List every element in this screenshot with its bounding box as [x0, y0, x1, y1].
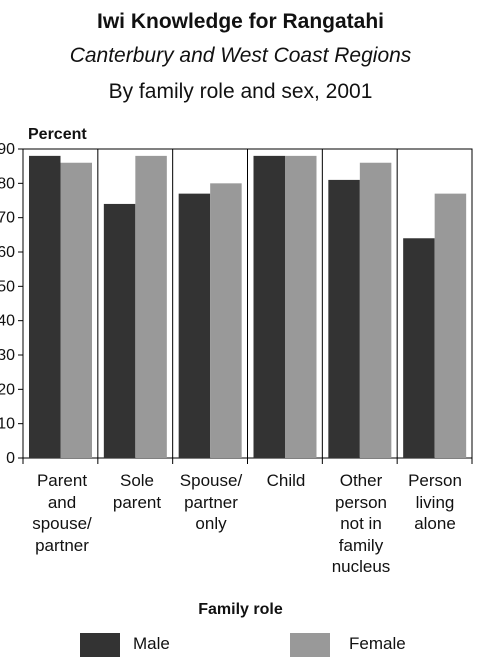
bar-female — [210, 183, 242, 459]
bar-male — [103, 203, 136, 458]
bar-female — [434, 193, 467, 458]
y-axis-label: Percent — [28, 126, 87, 143]
legend-swatch-female — [290, 633, 330, 657]
y-tick-label: 90 — [0, 141, 15, 158]
legend-label-female: Female — [349, 634, 406, 653]
y-tick-label: 70 — [0, 210, 15, 227]
bar-male — [29, 155, 61, 458]
bar-female — [285, 155, 317, 458]
bar-male — [328, 179, 360, 458]
y-tick-label: 80 — [0, 175, 15, 192]
y-tick-label: 40 — [0, 313, 15, 330]
chart-subtitle-2: By family role and sex, 2001 — [108, 80, 373, 103]
x-category-label: Spouse/ partner only — [179, 471, 243, 533]
y-tick-label: 30 — [0, 347, 15, 364]
x-category-label: Parent and spouse/ partner — [32, 471, 92, 555]
y-tick-label: 20 — [0, 381, 15, 398]
bar-male — [178, 193, 211, 458]
bar-male — [253, 155, 285, 458]
legend-swatch-male — [80, 633, 120, 657]
x-axis-label: Family role — [198, 601, 283, 618]
chart-subtitle: Canterbury and West Coast Regions — [69, 44, 412, 67]
bar-male — [403, 238, 435, 458]
legend-label-male: Male — [133, 634, 170, 653]
x-category-label: Sole parent — [112, 471, 162, 512]
x-category-label: Child — [266, 471, 306, 490]
x-category-label: Other person not in family nucleus — [331, 471, 391, 576]
bar-female — [359, 162, 392, 458]
y-tick-label: 60 — [0, 244, 15, 261]
x-category-label: Person living alone — [408, 471, 462, 533]
bar-female — [60, 162, 92, 458]
y-tick-label: 50 — [0, 278, 15, 295]
chart-title: Iwi Knowledge for Rangatahi — [96, 10, 385, 33]
y-tick-label: 0 — [6, 450, 15, 467]
bar-female — [135, 155, 167, 458]
y-tick-label: 10 — [0, 416, 15, 433]
